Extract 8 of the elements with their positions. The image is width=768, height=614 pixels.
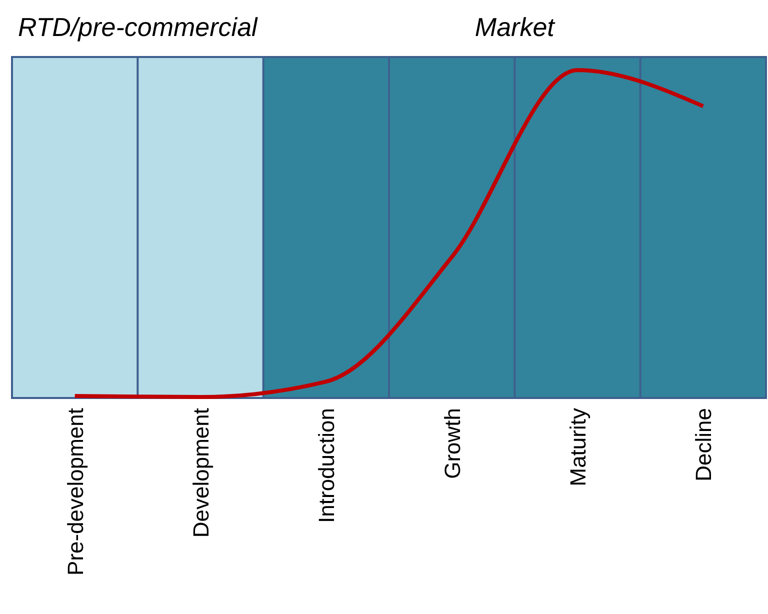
band-label: RTD/pre-commercial: [18, 12, 259, 42]
x-tick-label: Pre-development: [62, 408, 88, 576]
x-tick-label: Growth: [440, 408, 465, 479]
x-tick-label: Development: [188, 408, 214, 538]
x-tick-label: Decline: [691, 408, 716, 482]
band-label: Market: [474, 12, 556, 42]
x-tick-label: Introduction: [314, 408, 340, 523]
x-tick-label: Maturity: [566, 408, 590, 486]
